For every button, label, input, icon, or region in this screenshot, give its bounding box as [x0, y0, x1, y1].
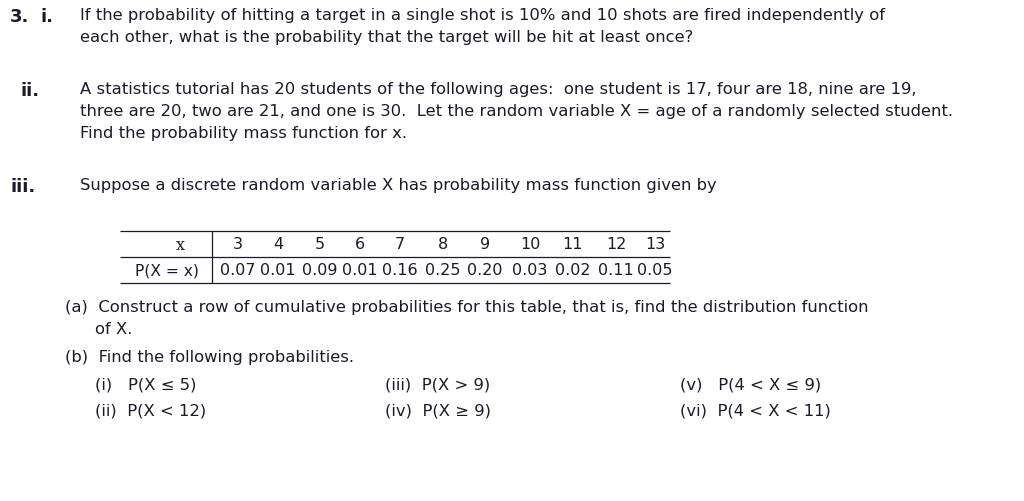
Text: 0.25: 0.25 — [425, 263, 461, 278]
Text: 0.01: 0.01 — [342, 263, 378, 278]
Text: Find the probability mass function for x.: Find the probability mass function for x… — [80, 126, 407, 141]
Text: (ii)  P(X < 12): (ii) P(X < 12) — [95, 403, 206, 418]
Text: P(X = x): P(X = x) — [135, 263, 199, 278]
Text: of X.: of X. — [95, 321, 132, 336]
Text: 7: 7 — [395, 236, 406, 252]
Text: 12: 12 — [606, 236, 627, 252]
Text: 3.: 3. — [10, 8, 30, 26]
Text: If the probability of hitting a target in a single shot is 10% and 10 shots are : If the probability of hitting a target i… — [80, 8, 885, 23]
Text: 0.07: 0.07 — [220, 263, 256, 278]
Text: ii.: ii. — [20, 82, 39, 100]
Text: 0.11: 0.11 — [598, 263, 634, 278]
Text: Suppose a discrete random variable X has probability mass function given by: Suppose a discrete random variable X has… — [80, 178, 717, 192]
Text: 6: 6 — [355, 236, 366, 252]
Text: 0.16: 0.16 — [382, 263, 418, 278]
Text: 0.01: 0.01 — [260, 263, 296, 278]
Text: (v)   P(4 < X ≤ 9): (v) P(4 < X ≤ 9) — [680, 377, 821, 392]
Text: 3: 3 — [233, 236, 243, 252]
Text: (i)   P(X ≤ 5): (i) P(X ≤ 5) — [95, 377, 197, 392]
Text: 0.20: 0.20 — [467, 263, 503, 278]
Text: (b)  Find the following probabilities.: (b) Find the following probabilities. — [65, 349, 354, 364]
Text: x: x — [175, 236, 184, 254]
Text: 9: 9 — [480, 236, 490, 252]
Text: A statistics tutorial has 20 students of the following ages:  one student is 17,: A statistics tutorial has 20 students of… — [80, 82, 916, 97]
Text: (a)  Construct a row of cumulative probabilities for this table, that is, find t: (a) Construct a row of cumulative probab… — [65, 300, 868, 314]
Text: 0.05: 0.05 — [637, 263, 673, 278]
Text: 5: 5 — [315, 236, 325, 252]
Text: 0.02: 0.02 — [555, 263, 591, 278]
Text: 0.09: 0.09 — [302, 263, 338, 278]
Text: 8: 8 — [438, 236, 449, 252]
Text: 10: 10 — [520, 236, 541, 252]
Text: 11: 11 — [563, 236, 584, 252]
Text: i.: i. — [40, 8, 53, 26]
Text: each other, what is the probability that the target will be hit at least once?: each other, what is the probability that… — [80, 30, 693, 45]
Text: 13: 13 — [645, 236, 666, 252]
Text: (iv)  P(X ≥ 9): (iv) P(X ≥ 9) — [385, 403, 490, 418]
Text: (iii)  P(X > 9): (iii) P(X > 9) — [385, 377, 490, 392]
Text: iii.: iii. — [10, 178, 35, 195]
Text: 0.03: 0.03 — [512, 263, 548, 278]
Text: 4: 4 — [273, 236, 283, 252]
Text: (vi)  P(4 < X < 11): (vi) P(4 < X < 11) — [680, 403, 830, 418]
Text: three are 20, two are 21, and one is 30.  Let the random variable X = age of a r: three are 20, two are 21, and one is 30.… — [80, 104, 953, 119]
